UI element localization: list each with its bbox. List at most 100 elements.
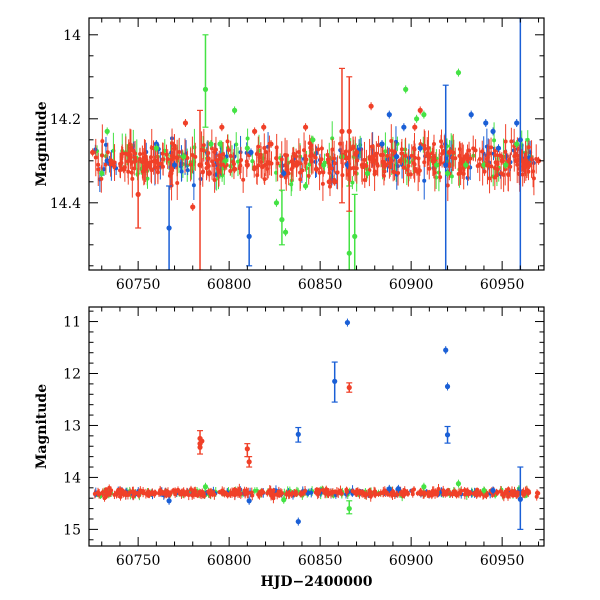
noise-point xyxy=(351,165,356,170)
noise-point xyxy=(445,183,450,188)
noise-point xyxy=(142,151,147,156)
noise-point xyxy=(503,489,508,494)
noise-point xyxy=(190,493,195,498)
noise-point xyxy=(188,487,193,492)
noise-point xyxy=(201,143,206,148)
noise-point xyxy=(210,159,215,164)
green-point xyxy=(181,154,187,160)
plot-frame xyxy=(88,306,545,547)
noise-point xyxy=(425,491,430,496)
noise-point xyxy=(351,144,356,149)
noise-point xyxy=(231,159,236,164)
x-tick-label: 60950 xyxy=(480,277,525,293)
green-point xyxy=(463,162,469,168)
noise-point xyxy=(339,491,344,496)
red-point xyxy=(332,179,338,185)
red-point xyxy=(383,162,389,168)
noise-point xyxy=(234,491,239,496)
noise-point xyxy=(224,491,229,496)
red-point xyxy=(246,459,252,465)
noise-point xyxy=(149,168,154,173)
red-point xyxy=(108,158,114,164)
noise-point xyxy=(289,182,294,187)
green-point xyxy=(434,162,440,168)
noise-point xyxy=(431,489,436,494)
noise-point xyxy=(192,145,197,150)
red-point xyxy=(302,124,309,130)
noise-point xyxy=(383,149,388,154)
noise-point xyxy=(493,153,498,158)
green-point xyxy=(104,128,110,134)
blue-point xyxy=(166,225,172,231)
noise-point xyxy=(298,161,303,166)
noise-point xyxy=(403,153,408,158)
red-point xyxy=(353,489,360,495)
noise-point xyxy=(510,489,515,494)
green-point xyxy=(302,183,309,189)
red-point xyxy=(346,128,352,134)
blue-point xyxy=(248,149,254,155)
blue-point xyxy=(171,162,178,168)
noise-point xyxy=(409,153,414,158)
noise-point xyxy=(309,490,314,495)
noise-point xyxy=(440,151,445,156)
x-tick-label: 60900 xyxy=(389,277,434,293)
noise-point xyxy=(458,156,463,161)
y-tick-label: 12 xyxy=(63,367,81,383)
noise-point xyxy=(307,141,312,146)
noise-point xyxy=(230,490,235,495)
noise-point xyxy=(306,173,311,178)
noise-point xyxy=(327,184,332,189)
blue-point xyxy=(444,432,451,438)
noise-point xyxy=(462,492,467,497)
noise-point xyxy=(146,490,151,495)
noise-point xyxy=(360,491,365,496)
noise-point xyxy=(195,493,200,498)
red-point xyxy=(361,162,367,168)
noise-point xyxy=(422,143,427,148)
red-point xyxy=(199,438,205,444)
noise-point xyxy=(290,165,295,170)
noise-point xyxy=(450,155,455,160)
noise-point xyxy=(515,493,520,498)
noise-point xyxy=(526,169,531,174)
noise-point xyxy=(350,180,355,185)
noise-point xyxy=(180,489,185,494)
noise-point xyxy=(188,162,193,167)
noise-point xyxy=(228,169,233,174)
noise-point xyxy=(175,181,180,186)
noise-point xyxy=(330,490,335,495)
noise-point xyxy=(241,177,246,182)
noise-point xyxy=(353,170,358,175)
noise-point xyxy=(172,146,177,151)
noise-point xyxy=(95,490,100,495)
noise-point xyxy=(93,155,98,160)
noise-point xyxy=(457,147,462,152)
noise-point xyxy=(245,136,250,141)
red-point xyxy=(390,490,396,496)
red-point xyxy=(499,158,505,164)
noise-point xyxy=(500,491,505,496)
x-tick-label: 60750 xyxy=(116,277,161,293)
noise-point xyxy=(456,171,461,176)
noise-point xyxy=(304,157,309,162)
noise-point xyxy=(323,490,328,495)
blue-point xyxy=(443,347,449,353)
noise-point xyxy=(254,151,259,156)
noise-point xyxy=(130,176,135,181)
noise-point xyxy=(118,494,123,499)
noise-point xyxy=(378,491,383,496)
noise-point xyxy=(492,138,497,143)
x-axis-title: HJD−2400000 xyxy=(261,574,373,590)
noise-point xyxy=(206,164,211,169)
noise-point xyxy=(225,139,230,144)
noise-point xyxy=(422,146,427,151)
noise-point xyxy=(441,488,446,493)
y-tick-label: 14.4 xyxy=(50,196,81,212)
green-point xyxy=(421,484,427,490)
x-tick-label: 60800 xyxy=(207,553,252,569)
noise-point xyxy=(344,149,349,154)
noise-point xyxy=(311,153,316,158)
noise-point xyxy=(371,155,376,160)
